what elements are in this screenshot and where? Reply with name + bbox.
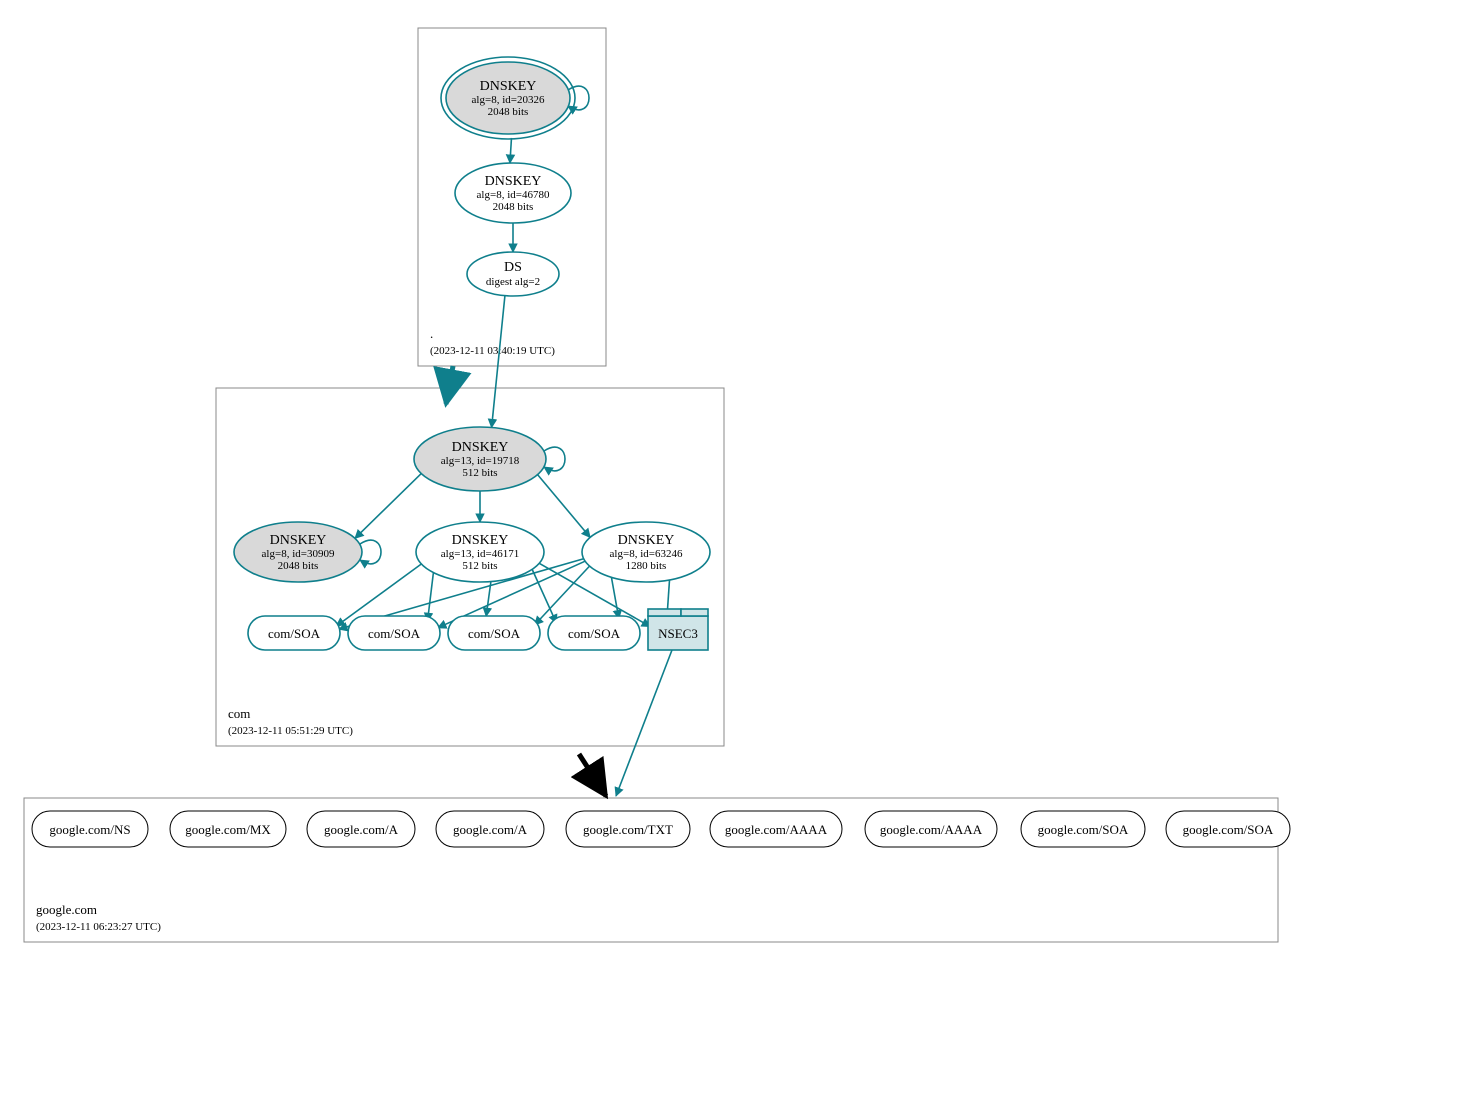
- svg-text:(2023-12-11 03:40:19 UTC): (2023-12-11 03:40:19 UTC): [430, 345, 555, 357]
- svg-text:com: com: [228, 706, 250, 721]
- svg-text:(2023-12-11 05:51:29 UTC): (2023-12-11 05:51:29 UTC): [228, 725, 353, 737]
- nodes: [32, 57, 1290, 847]
- svg-text:alg=13, id=46171: alg=13, id=46171: [441, 548, 519, 560]
- svg-text:google.com/SOA: google.com/SOA: [1038, 822, 1129, 837]
- svg-text:google.com/A: google.com/A: [453, 822, 528, 837]
- svg-text:DNSKEY: DNSKEY: [270, 533, 327, 548]
- svg-text:NSEC3: NSEC3: [658, 626, 698, 641]
- svg-text:digest alg=2: digest alg=2: [486, 276, 540, 288]
- svg-text:alg=8, id=63246: alg=8, id=63246: [610, 548, 683, 560]
- svg-text:1280 bits: 1280 bits: [626, 560, 667, 572]
- svg-text:DNSKEY: DNSKEY: [480, 79, 537, 94]
- svg-text:com/SOA: com/SOA: [468, 626, 521, 641]
- svg-text:com/SOA: com/SOA: [368, 626, 421, 641]
- svg-text:DNSKEY: DNSKEY: [618, 533, 675, 548]
- svg-text:DNSKEY: DNSKEY: [452, 440, 509, 455]
- svg-text:com/SOA: com/SOA: [568, 626, 621, 641]
- svg-text:(2023-12-11 06:23:27 UTC): (2023-12-11 06:23:27 UTC): [36, 921, 161, 933]
- svg-text:google.com/MX: google.com/MX: [185, 822, 271, 837]
- svg-text:2048 bits: 2048 bits: [488, 106, 529, 118]
- svg-text:DNSKEY: DNSKEY: [452, 533, 509, 548]
- svg-text:512 bits: 512 bits: [462, 467, 497, 479]
- zone-arrow: [579, 754, 606, 796]
- svg-text:google.com/AAAA: google.com/AAAA: [880, 822, 983, 837]
- svg-text:alg=8, id=46780: alg=8, id=46780: [477, 189, 550, 201]
- svg-text:google.com: google.com: [36, 902, 97, 917]
- zone-arrow: [616, 650, 672, 796]
- dnssec-diagram: . (2023-12-11 03:40:19 UTC) com (2023-12-11…: [10, 10, 1484, 1104]
- svg-text:alg=8, id=20326: alg=8, id=20326: [472, 94, 545, 106]
- svg-text:google.com/NS: google.com/NS: [49, 822, 130, 837]
- svg-text:2048 bits: 2048 bits: [493, 201, 534, 213]
- svg-text:alg=8, id=30909: alg=8, id=30909: [262, 548, 335, 560]
- svg-text:DS: DS: [504, 260, 522, 275]
- svg-text:google.com/A: google.com/A: [324, 822, 399, 837]
- zone-arrow: [446, 366, 453, 404]
- svg-text:.: .: [430, 326, 433, 341]
- svg-text:512 bits: 512 bits: [462, 560, 497, 572]
- svg-text:google.com/SOA: google.com/SOA: [1183, 822, 1274, 837]
- svg-text:alg=13, id=19718: alg=13, id=19718: [441, 455, 520, 467]
- svg-text:DNSKEY: DNSKEY: [485, 174, 542, 189]
- svg-text:google.com/AAAA: google.com/AAAA: [725, 822, 828, 837]
- svg-text:google.com/TXT: google.com/TXT: [583, 822, 673, 837]
- svg-text:com/SOA: com/SOA: [268, 626, 321, 641]
- svg-text:2048 bits: 2048 bits: [278, 560, 319, 572]
